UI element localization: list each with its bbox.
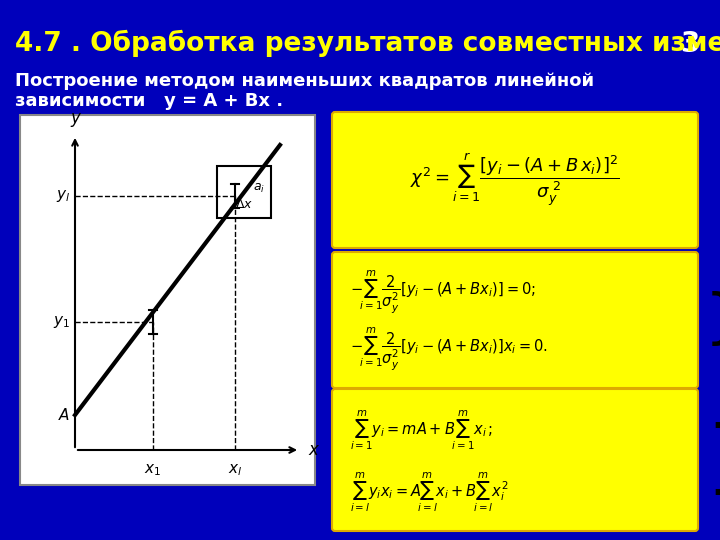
Text: $\sum_{i=1}^{m} y_i = mA + B\!\sum_{i=1}^{m} x_i\,;$: $\sum_{i=1}^{m} y_i = mA + B\!\sum_{i=1}…	[350, 408, 493, 451]
Text: 4.7 . Обработка результатов совместных измерений: 4.7 . Обработка результатов совместных и…	[15, 30, 720, 57]
Text: $a_i$: $a_i$	[253, 182, 265, 195]
Text: $-\!\sum_{i=1}^{m}\dfrac{2}{\sigma_y^{2}}[y_i-(A+Bx_i)]x_i=0.$: $-\!\sum_{i=1}^{m}\dfrac{2}{\sigma_y^{2}…	[350, 325, 548, 372]
FancyBboxPatch shape	[332, 112, 698, 248]
Text: $x_l$: $x_l$	[228, 462, 242, 478]
Text: }: }	[705, 292, 720, 348]
FancyBboxPatch shape	[332, 389, 698, 531]
Text: зависимости   y = A + Bx .: зависимости y = A + Bx .	[15, 92, 283, 110]
Text: $x_1$: $x_1$	[144, 462, 161, 478]
Text: $y_1$: $y_1$	[53, 314, 70, 330]
Text: }: }	[705, 422, 720, 498]
Text: $\chi^2 = \sum_{i=1}^{r} \dfrac{[y_i - (A + B\,x_i)]^2}{\sigma_y^{\;2}}$: $\chi^2 = \sum_{i=1}^{r} \dfrac{[y_i - (…	[410, 152, 620, 208]
Bar	[20, 115, 315, 485]
Text: $\Delta x$: $\Delta x$	[235, 198, 253, 211]
Text: $-\!\sum_{i=1}^{m}\dfrac{2}{\sigma_y^{2}}[y_i-(A+Bx_i)]=0;$: $-\!\sum_{i=1}^{m}\dfrac{2}{\sigma_y^{2}…	[350, 268, 536, 315]
Text: Построение методом наименьших квадратов линейной: Построение методом наименьших квадратов …	[15, 72, 594, 90]
FancyBboxPatch shape	[332, 252, 698, 388]
Text: $\sum_{i=l}^{m} y_i x_i = A\!\sum_{i=l}^{m} x_i + B\!\sum_{i=l}^{m} x_i^2$: $\sum_{i=l}^{m} y_i x_i = A\!\sum_{i=l}^…	[350, 471, 508, 514]
Text: $y_l$: $y_l$	[55, 188, 70, 205]
Text: $A$: $A$	[58, 407, 70, 423]
Text: y: y	[70, 109, 80, 127]
Text: 3: 3	[680, 30, 700, 58]
Bar	[217, 166, 271, 218]
Text: x: x	[308, 441, 318, 459]
